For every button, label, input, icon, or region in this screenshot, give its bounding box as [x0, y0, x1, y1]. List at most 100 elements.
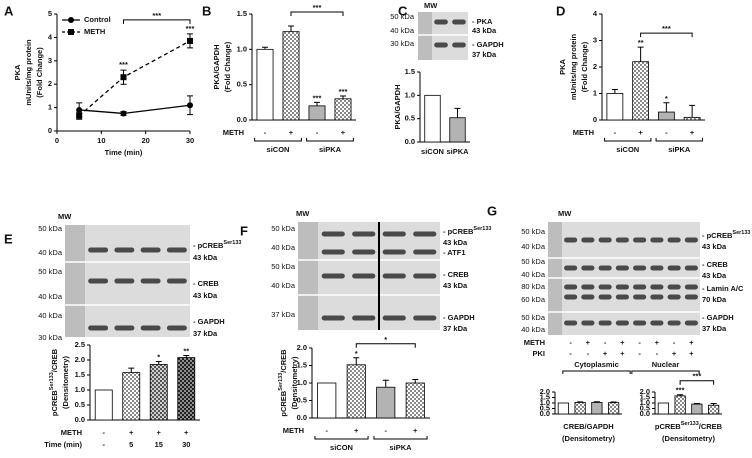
band: [564, 294, 578, 300]
mw-marker: 80 kDa: [521, 282, 546, 291]
band: [352, 231, 376, 237]
row-value: +: [413, 426, 418, 435]
group-line: [314, 436, 369, 440]
mw-marker: 50 kDa: [271, 262, 296, 271]
bar: [424, 94, 441, 143]
protein-label: 43 kDa: [443, 281, 468, 290]
band: [382, 273, 406, 279]
bar: [346, 364, 366, 419]
x-tick-label: 10: [97, 136, 105, 145]
protein-label: 43 kDa: [193, 253, 218, 262]
row-value: -: [569, 338, 572, 347]
protein-label-part: Ser133: [732, 230, 750, 236]
band: [140, 278, 161, 284]
protein-label: - CREB: [702, 260, 728, 269]
y-tick-label: 2.0: [75, 355, 85, 364]
mw-marker: 37 kDa: [271, 310, 296, 319]
bracket-label: ***: [662, 24, 671, 33]
group-label: siCON: [616, 145, 639, 154]
row-value: +: [689, 338, 694, 347]
band: [581, 265, 595, 271]
row-name: Time (min): [44, 440, 82, 449]
band: [581, 294, 595, 300]
row-value: -: [316, 128, 319, 137]
row-value: 5: [129, 440, 133, 449]
band: [598, 237, 612, 243]
bar: [574, 402, 586, 415]
legend-marker: [68, 17, 74, 23]
band: [615, 237, 629, 243]
band: [684, 237, 698, 243]
mw-marker: 30 kDa: [38, 333, 63, 342]
category-label: siPKA: [446, 147, 469, 156]
protein-label: - Lamin A/C: [702, 284, 744, 293]
significance: ***: [186, 24, 195, 33]
band: [650, 294, 664, 300]
protein-label: - CREB: [193, 279, 219, 288]
y-tick-label: 0.0: [405, 137, 415, 146]
protein-label: - pCREBSer133: [193, 240, 241, 250]
significance: ***: [339, 87, 348, 96]
band: [667, 294, 681, 300]
band: [581, 284, 595, 290]
y-tick-label: 1.0: [75, 385, 85, 394]
band: [321, 273, 345, 279]
error-bar: [710, 403, 717, 406]
y-axis-label: mUnits/mg protein: [24, 39, 33, 106]
band: [615, 294, 629, 300]
y-axis-label: (Fold Change): [35, 47, 44, 98]
protein-label: - GAPDH: [443, 313, 475, 322]
significance: ***: [119, 60, 128, 69]
band: [166, 278, 187, 284]
error-bar: [593, 401, 600, 403]
band: [452, 42, 466, 48]
row-value: +: [157, 428, 162, 437]
row-value: +: [655, 338, 660, 347]
panel-label: B: [202, 3, 211, 18]
y-tick-label: 1.5: [75, 370, 85, 379]
mw-marker: 40 kDa: [38, 292, 63, 301]
band: [615, 284, 629, 290]
band: [413, 249, 437, 255]
y-tick-label: 2.0: [297, 343, 307, 352]
mw-marker: 40 kDa: [38, 248, 63, 257]
mw-marker: 50 kDa: [38, 224, 63, 233]
row-value: +: [638, 128, 643, 137]
error-bar: [637, 46, 644, 62]
marker: [187, 37, 193, 44]
mw-marker: 40 kDa: [521, 270, 546, 279]
mw-marker: 30 kDa: [390, 39, 415, 48]
band: [615, 265, 629, 271]
row-value: -: [587, 349, 590, 358]
y-tick-label: 1.5: [540, 392, 550, 401]
row-value: -: [638, 338, 641, 347]
legend-label: METH: [84, 27, 105, 36]
y-tick-label: 0.5: [75, 400, 85, 409]
row-value: -: [665, 128, 668, 137]
bracket: [679, 380, 715, 385]
y-axis-label: (Densitometry): [290, 356, 299, 409]
band: [633, 320, 647, 326]
row-value: 15: [155, 440, 163, 449]
y-axis-label: PKA: [13, 64, 22, 80]
panel-label: D: [556, 3, 565, 18]
x-axis-label: pCREBSer133/CREB: [655, 421, 723, 431]
protein-label: - GAPDH: [193, 317, 225, 326]
bar: [376, 386, 396, 419]
group-label: Nuclear: [652, 360, 680, 369]
row-value: -: [604, 338, 607, 347]
error-bar: [610, 401, 617, 403]
y-tick-label: 1: [48, 103, 52, 112]
band: [615, 320, 629, 326]
row-value: -: [385, 426, 388, 435]
x-axis-label-part: pCREB: [655, 422, 681, 431]
row-value: +: [603, 349, 608, 358]
y-axis-label: mUnits/mg protein: [569, 33, 578, 100]
band: [598, 320, 612, 326]
mw-marker: 40 kDa: [390, 26, 415, 35]
error-bar: [155, 361, 162, 365]
group-label: Cytoplasmic: [574, 360, 619, 369]
mw-marker: 50 kDa: [521, 313, 546, 322]
mw-marker: 40 kDa: [521, 242, 546, 251]
